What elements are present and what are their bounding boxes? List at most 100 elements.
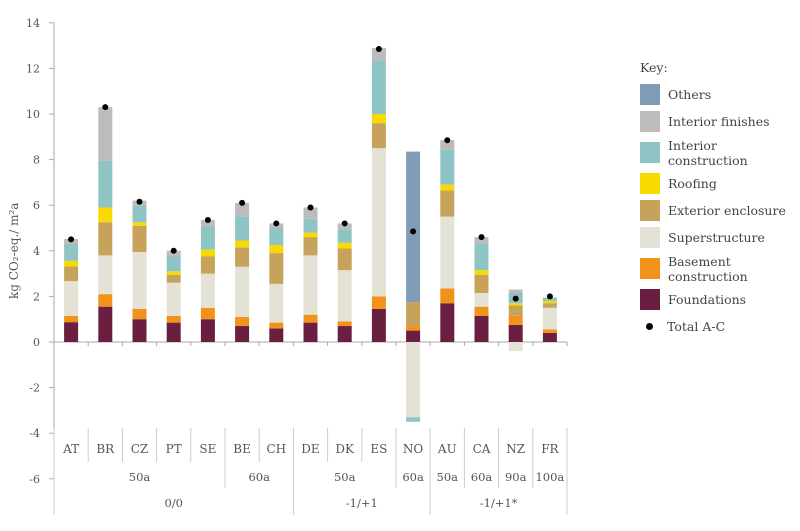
x-tick-label: PT [166, 442, 182, 456]
period-label: 50a [129, 470, 151, 484]
bar-segment-roofing [303, 232, 318, 238]
bar-segment-superstructure [132, 251, 147, 309]
bar-segment-roofing [132, 222, 147, 226]
bar-segment-foundations [508, 324, 523, 342]
x-tick-label: CZ [131, 442, 149, 456]
y-tick-label: 4 [33, 245, 40, 258]
legend-item: Basement construction [640, 251, 786, 286]
bar-segment-foundations [166, 322, 181, 342]
bar-segment-roofing [269, 245, 284, 254]
legend-label: Interior construction [668, 137, 748, 168]
bar-segment-basement-construction [371, 296, 386, 309]
bar-segment-superstructure [98, 255, 113, 295]
bar-segment-exterior-enclosure [440, 190, 455, 217]
y-tick-label: 0 [33, 336, 40, 349]
period-label: 60a [402, 470, 424, 484]
bar-segment-basement-construction [508, 315, 523, 325]
legend: Key: Others Interior finishes Interior con… [640, 60, 786, 340]
x-tick-label: NO [403, 442, 424, 456]
bar-segment-interior-finishes [371, 47, 386, 61]
legend-item: Interior construction [640, 135, 786, 170]
x-tick-label: NZ [506, 442, 525, 456]
group-label: 0/0 [164, 496, 183, 510]
legend-item: Interior finishes [640, 108, 786, 135]
bar-segment-foundations [98, 306, 113, 342]
legend-swatch [640, 111, 660, 132]
period-label: 100a [535, 470, 564, 484]
bar-segment-exterior-enclosure [474, 274, 489, 293]
bar-segment-interior-construction [303, 218, 318, 233]
bar-segment-others [406, 151, 421, 303]
x-tick-label: BR [96, 442, 115, 456]
total-marker [512, 295, 519, 302]
bar-segment-exterior-enclosure [166, 274, 181, 283]
x-tick-label: AU [437, 442, 457, 456]
total-marker [102, 104, 109, 111]
bar-segment-foundations [235, 326, 250, 342]
bar-segment-foundations [269, 328, 284, 342]
legend-label: Interior finishes [668, 114, 770, 129]
bar-segment-basement-construction [166, 315, 181, 323]
bar-segment-interior-finishes [235, 202, 250, 217]
legend-label: Exterior enclosure [668, 203, 786, 218]
y-tick-label: -4 [29, 427, 40, 440]
bar-segment-basement-construction [406, 326, 421, 331]
bar-segment-foundations [200, 319, 215, 342]
bar-segment-exterior-enclosure [371, 123, 386, 149]
x-tick-label: AT [62, 442, 79, 456]
bar-segment-exterior-enclosure [269, 253, 284, 284]
total-marker [273, 220, 280, 227]
total-marker [546, 293, 553, 300]
bar-segment-exterior-enclosure [132, 225, 147, 252]
legend-label: Superstructure [668, 230, 765, 245]
legend-swatch [640, 173, 660, 194]
bar-segment-superstructure [542, 307, 557, 330]
bar-segment-basement-construction [542, 329, 557, 333]
legend-swatch [640, 142, 660, 163]
bar-segment-basement-construction [337, 321, 352, 327]
total-marker [136, 198, 143, 205]
total-marker [68, 236, 75, 243]
x-tick-label: DE [301, 442, 319, 456]
bar-segment-roofing [542, 300, 557, 304]
bar-segment-exterior-enclosure [98, 222, 113, 256]
bar-segment-interior-finishes [474, 237, 489, 244]
bar-segment-basement-construction [303, 314, 318, 323]
y-tick-label: 2 [33, 290, 40, 303]
group-label: -1/+1* [480, 496, 518, 510]
bar-segment-superstructure [508, 342, 523, 352]
period-label: 60a [248, 470, 270, 484]
bar-segment-foundations [406, 330, 421, 342]
legend-swatch [640, 227, 660, 248]
bar-segment-interior-finishes [508, 289, 523, 293]
x-tick-label: DK [335, 442, 355, 456]
bar-segment-foundations [440, 303, 455, 342]
legend-swatch [640, 84, 660, 105]
bar-segment-superstructure [337, 270, 352, 322]
bar-segment-basement-construction [200, 307, 215, 320]
y-tick-label: 8 [33, 154, 40, 167]
bar-segment-interior-construction [371, 60, 386, 114]
bar-segment-basement-construction [440, 288, 455, 304]
legend-label: Others [668, 87, 712, 102]
y-tick-label: 6 [33, 199, 40, 212]
bar-segment-superstructure [440, 216, 455, 289]
bar-segment-foundations [132, 319, 147, 342]
total-marker [478, 234, 485, 241]
bar-segment-interior-finishes [440, 140, 455, 150]
bar-segment-interior-construction [406, 417, 421, 422]
legend-item-total: Total A-C [640, 313, 786, 340]
bar-segment-roofing [166, 271, 181, 275]
total-marker [375, 46, 382, 53]
period-label: 90a [505, 470, 527, 484]
bar-segment-exterior-enclosure [542, 303, 557, 308]
bar-segment-interior-construction [166, 256, 181, 272]
period-label: 50a [437, 470, 459, 484]
bar-segment-superstructure [303, 255, 318, 315]
bar-segment-superstructure [269, 283, 284, 323]
legend-item: Superstructure [640, 224, 786, 251]
total-marker [239, 199, 246, 206]
bar-segment-interior-construction [132, 205, 147, 223]
